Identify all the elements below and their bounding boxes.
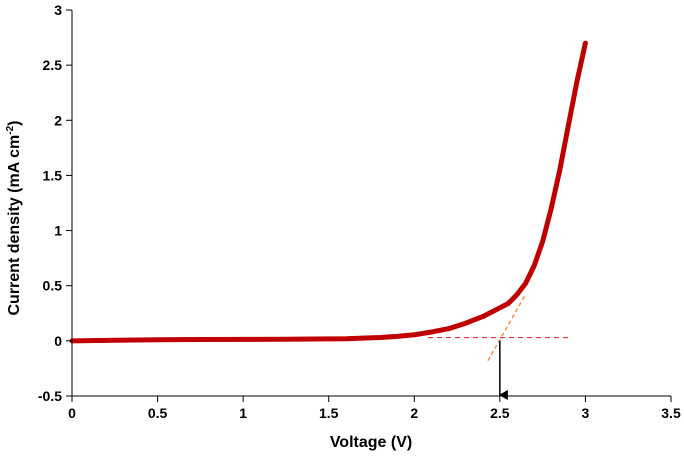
tangent-dashed-line bbox=[487, 294, 527, 362]
y-tick-label: 3 bbox=[54, 2, 62, 18]
y-axis-title-close: ) bbox=[6, 120, 23, 125]
x-tick-label: 3.5 bbox=[661, 405, 681, 421]
x-tick-label: 3 bbox=[582, 405, 590, 421]
y-tick-label: 2 bbox=[54, 112, 62, 128]
y-tick-label: 2.5 bbox=[43, 57, 63, 73]
x-tick-label: 2.5 bbox=[490, 405, 510, 421]
y-axis-title: Current density (mA cm-2) bbox=[5, 120, 23, 315]
current-density-curve bbox=[69, 40, 588, 344]
y-tick-label: 1.5 bbox=[43, 167, 63, 183]
y-tick-label: 0 bbox=[54, 333, 62, 349]
plot-area bbox=[69, 40, 588, 400]
x-tick-label: 1.5 bbox=[319, 405, 339, 421]
y-tick-group: -0.5 0 0.5 1 1.5 2 2.5 3 bbox=[38, 2, 72, 404]
x-tick-group: 0 0.5 1 1.5 2 2.5 3 3.5 bbox=[68, 396, 681, 421]
y-axis-title-superscript: -2 bbox=[5, 125, 16, 134]
y-axis-title-main: Current density (mA cm bbox=[6, 135, 23, 316]
x-tick-label: 0.5 bbox=[148, 405, 168, 421]
y-tick-label: 1 bbox=[54, 223, 62, 239]
x-tick-label: 0 bbox=[68, 405, 76, 421]
y-tick-label: -0.5 bbox=[38, 388, 62, 404]
x-tick-label: 1 bbox=[239, 405, 247, 421]
y-tick-label: 0.5 bbox=[43, 278, 63, 294]
x-axis-title: Voltage (V) bbox=[330, 434, 412, 451]
x-tick-label: 2 bbox=[410, 405, 418, 421]
